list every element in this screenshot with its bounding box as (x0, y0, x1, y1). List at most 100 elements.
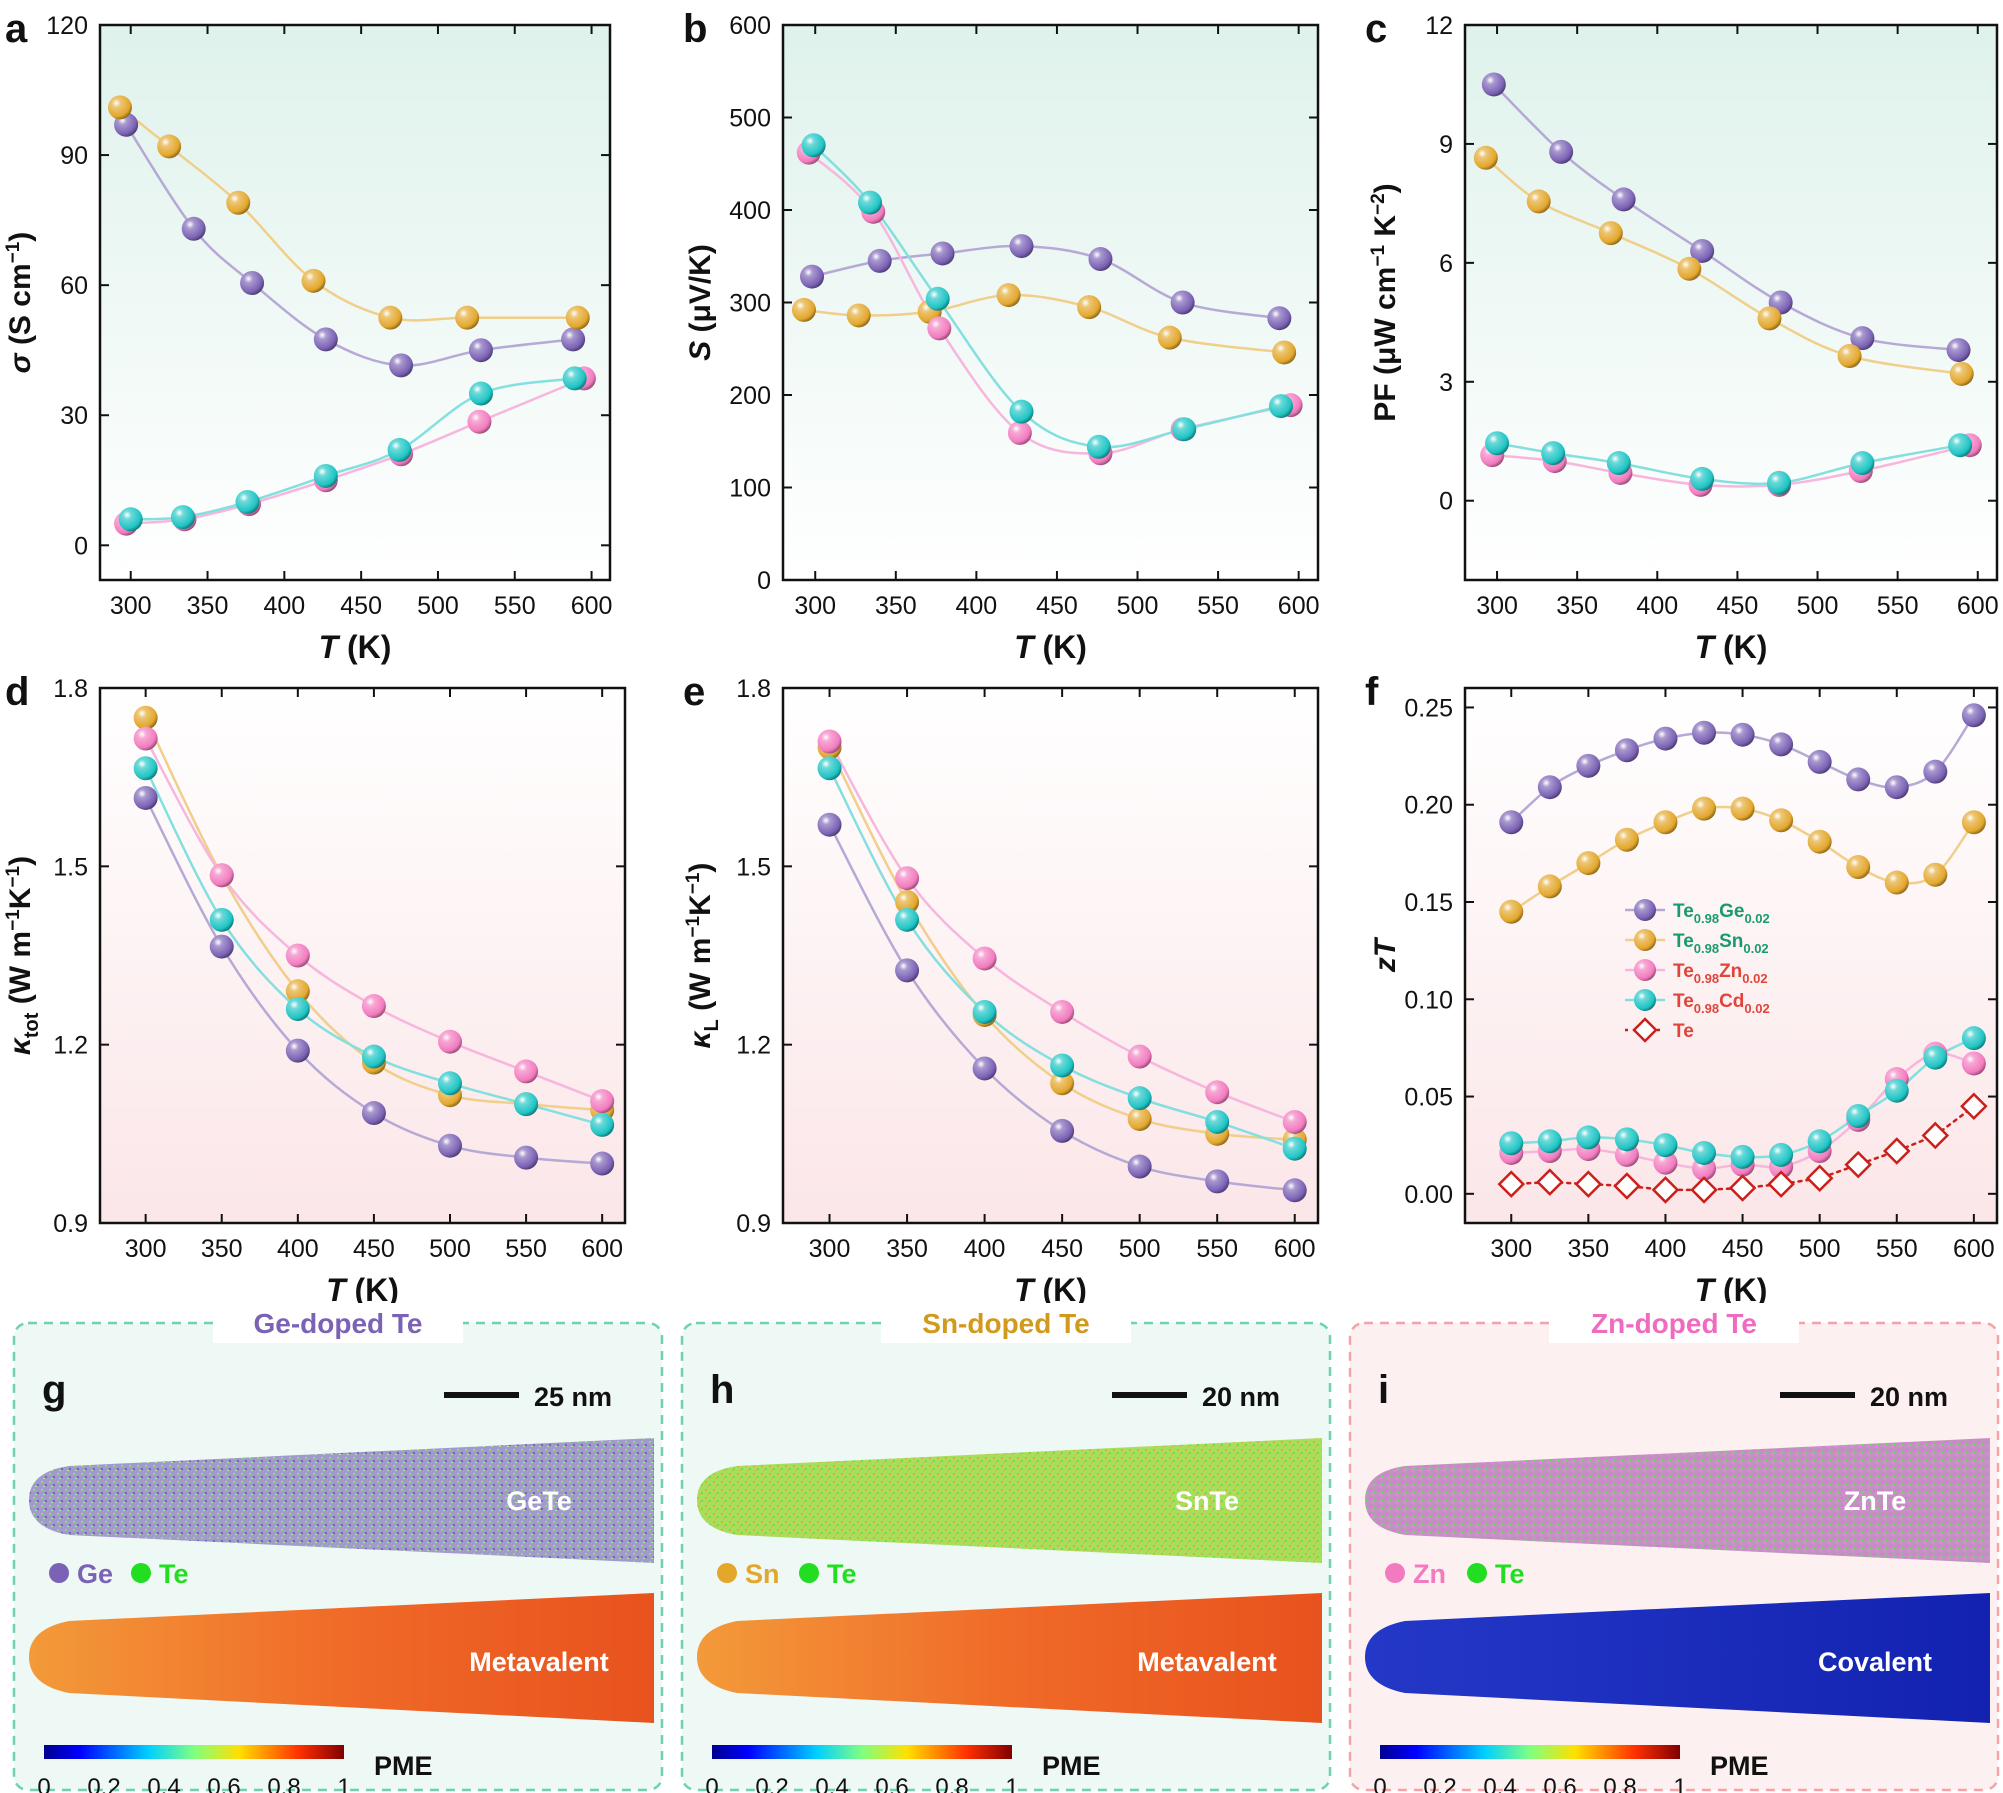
data-point-sn (455, 305, 480, 330)
data-point-sn (1598, 221, 1623, 246)
data-point-cd (361, 1044, 386, 1069)
data-point-sn (133, 705, 158, 730)
data-point-ge (972, 1056, 997, 1081)
x-tick-label: 600 (581, 1235, 623, 1263)
legend-label-te: Te (1673, 1021, 1694, 1042)
x-tick-label: 400 (1636, 592, 1678, 620)
y-tick-label: 6 (1439, 250, 1453, 278)
data-point-ge (800, 264, 825, 289)
data-point-zn (1282, 1109, 1307, 1134)
colorbar-tick-label: 0 (705, 1774, 718, 1793)
colorbar-tick-label: 0.4 (147, 1774, 180, 1793)
data-point-zn (209, 863, 234, 888)
colorbar-tick-label: 0.2 (755, 1774, 788, 1793)
data-point-zn (285, 943, 310, 968)
data-point-te (1651, 1176, 1680, 1204)
scale-bar-label: 20 nm (1870, 1382, 1948, 1412)
data-point-sn (1677, 256, 1702, 281)
element-dot-sn (717, 1563, 737, 1583)
data-point-cd (1769, 1142, 1794, 1167)
data-point-cd (1807, 1129, 1832, 1154)
data-point-ge (1088, 247, 1113, 272)
chart-panel-d: d 300 350 400 450 500 550 600 0.9 1.2 1.5 1.8 T (K) κ… (3, 670, 627, 1308)
data-point-sn (895, 890, 920, 914)
data-point-te (1767, 1170, 1795, 1198)
data-point-ge (1653, 726, 1678, 751)
data-point-ge (1170, 290, 1195, 315)
x-tick-label: 400 (277, 1235, 319, 1263)
y-tick-label: 12 (1425, 12, 1453, 40)
x-tick-label: 300 (794, 592, 836, 620)
element-dot-te (131, 1563, 151, 1583)
data-point-te (1805, 1164, 1834, 1193)
data-point-zn (514, 1059, 539, 1084)
data-point-ge (1576, 753, 1601, 778)
data-point-sn (1949, 361, 1974, 386)
colorbar-tick-label: 0.8 (267, 1774, 300, 1793)
data-point-sn (1692, 796, 1717, 821)
data-point-cd (801, 133, 826, 158)
data-point-sn (1837, 344, 1862, 369)
data-point-ge (1205, 1169, 1230, 1194)
pme-map-tip (697, 1593, 1322, 1723)
plot-frame-e (781, 686, 1320, 1225)
y-tick-label: 0.9 (736, 1210, 771, 1238)
chart-panel-f: f 300 350 400 450 500 550 600 0.00 0.05 0.10 0.15 0.… (1365, 670, 1999, 1308)
y-tick-label: 0.05 (1404, 1084, 1453, 1112)
data-point-zn (817, 729, 842, 754)
data-point-ge (895, 958, 920, 983)
data-point-sn (1473, 145, 1498, 170)
panel-letter-f: f (1365, 670, 1379, 714)
data-point-sn (1769, 808, 1794, 833)
data-point-ge (1127, 1154, 1152, 1179)
data-point-cd (1606, 451, 1631, 476)
data-point-sn (1157, 325, 1182, 350)
data-point-cd (235, 489, 260, 514)
data-point-cd (313, 463, 338, 488)
legend-marker-sn (1634, 929, 1656, 951)
data-point-sn (1807, 829, 1832, 854)
data-point-zn (1653, 1150, 1678, 1175)
data-point-cd (1050, 1053, 1075, 1078)
chart-panel-e: e 300 350 400 450 500 550 600 0.9 1.2 1.5 1.8 T (K) κ… (683, 670, 1320, 1308)
x-tick-label: 550 (1876, 1235, 1918, 1263)
x-axis-label: T (K) (1695, 1272, 1768, 1308)
plot-frame-d (98, 686, 627, 1225)
colorbar-tick-label: 1 (1005, 1774, 1018, 1793)
data-point-ge (1730, 722, 1755, 747)
element-dot-te (1467, 1563, 1487, 1583)
data-point-te (1690, 1176, 1718, 1204)
data-point-ge (133, 785, 158, 810)
x-tick-label: 600 (571, 592, 613, 620)
x-tick-label: 450 (340, 592, 382, 620)
data-point-sn (1272, 340, 1297, 365)
data-point-cd (1730, 1144, 1755, 1169)
x-tick-label: 300 (125, 1235, 167, 1263)
data-point-cd (1653, 1133, 1678, 1158)
data-point-ge (313, 327, 338, 352)
x-tick-label: 450 (1041, 1235, 1083, 1263)
atom-map-tip (29, 1438, 654, 1563)
x-tick-label: 400 (263, 592, 305, 620)
apt-title-bg (881, 1303, 1131, 1343)
colorbar-tick-label: 0 (37, 1774, 50, 1793)
colorbar-title: PME (374, 1751, 433, 1781)
pme-colorbar (1380, 1745, 1680, 1759)
colorbar-tick-label: 0.6 (875, 1774, 908, 1793)
data-point-cd (1172, 417, 1197, 442)
y-tick-label: 0.25 (1404, 694, 1453, 722)
data-point-te (1921, 1121, 1950, 1150)
x-axis-label: T (K) (1014, 629, 1087, 665)
x-tick-label: 450 (1036, 592, 1078, 620)
data-point-sn (1757, 306, 1782, 331)
apt-title: Zn-doped Te (1591, 1308, 1757, 1339)
x-tick-label: 350 (201, 1235, 243, 1263)
data-point-sn (565, 305, 590, 330)
bonding-label: Metavalent (469, 1647, 609, 1677)
phase-label: ZnTe (1844, 1486, 1907, 1516)
y-tick-label: 0 (1439, 488, 1453, 516)
data-point-cd (285, 997, 310, 1021)
y-tick-label: 100 (729, 475, 771, 503)
